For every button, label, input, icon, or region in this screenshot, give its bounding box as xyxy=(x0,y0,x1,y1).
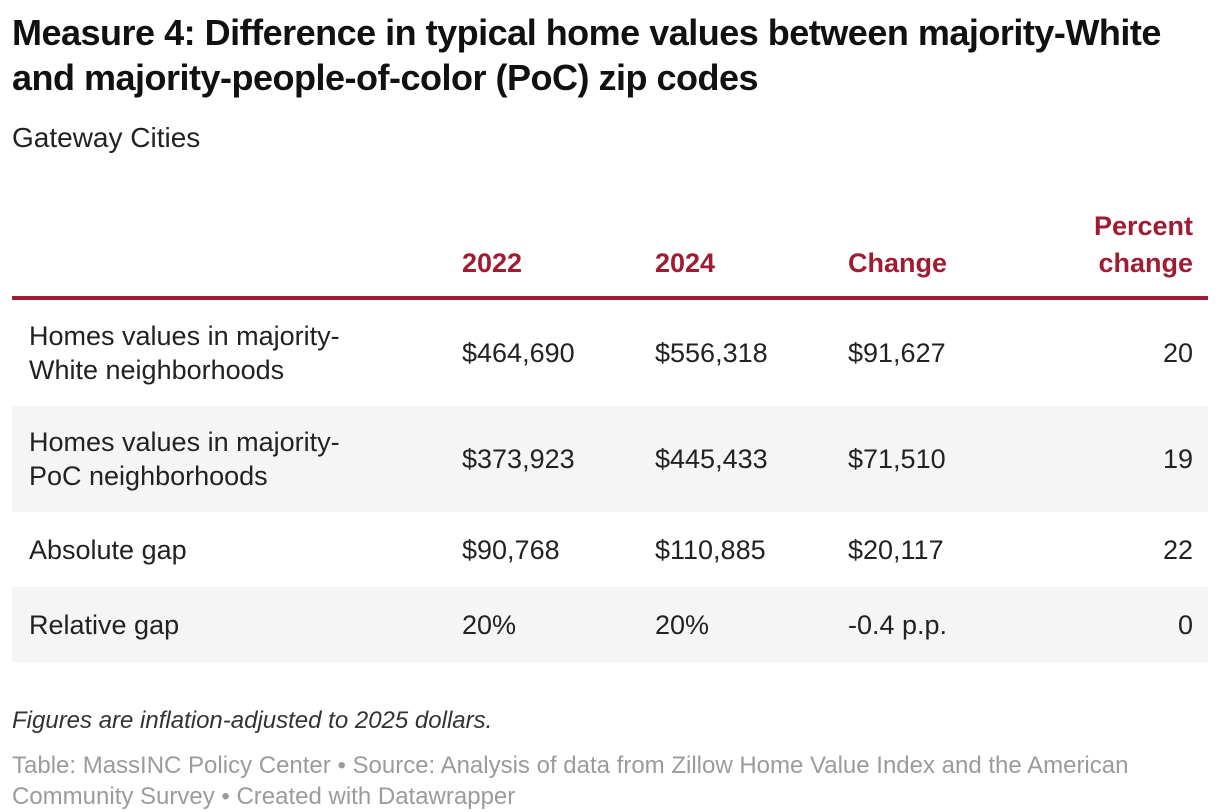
table-cell: $464,690 xyxy=(462,338,575,368)
table-cell: $373,923 xyxy=(462,444,575,474)
footer-note: Figures are inflation-adjusted to 2025 d… xyxy=(12,707,493,734)
attribution-line: Table: MassINC Policy Center • Source: A… xyxy=(12,752,1129,810)
table-cell: $90,768 xyxy=(462,534,560,565)
table-cell: 20 xyxy=(1162,338,1193,368)
table-cell: 19 xyxy=(1162,444,1193,474)
table-cell: 20% xyxy=(655,609,710,640)
row-label: Absolute gap xyxy=(29,534,187,565)
column-header-change: Change xyxy=(831,198,1024,300)
column-header-percent-change: Percent change xyxy=(1024,198,1208,300)
table-row: Relative gap 20% 20% -0.4 p.p. 0 xyxy=(12,587,1208,662)
data-table: 2022 2024 Change Percent change Homes va… xyxy=(12,198,1208,662)
table-cell: $110,885 xyxy=(655,534,766,565)
table-cell: $91,627 xyxy=(848,338,946,368)
table-row: Absolute gap $90,768 $110,885 $20,117 22 xyxy=(12,512,1208,587)
table-row: Homes values in majority-White neighborh… xyxy=(12,298,1208,406)
table-cell: $556,318 xyxy=(655,338,768,368)
row-label: Homes values in majority-White neighborh… xyxy=(29,321,340,385)
table-cell: 22 xyxy=(1162,534,1193,565)
table-cell: -0.4 p.p. xyxy=(848,609,948,640)
page-title: Measure 4: Difference in typical home va… xyxy=(12,12,1161,98)
table-cell: $445,433 xyxy=(655,444,768,474)
table-cell: $20,117 xyxy=(848,534,944,565)
column-header-label xyxy=(12,198,445,300)
table-row: Homes values in majority-PoC neighborhoo… xyxy=(12,406,1208,512)
table-cell: $71,510 xyxy=(848,444,946,474)
table-cell: 20% xyxy=(462,609,517,640)
table-header-row: 2022 2024 Change Percent change xyxy=(12,198,1208,300)
column-header-2024: 2024 xyxy=(638,198,831,300)
column-header-2022: 2022 xyxy=(445,198,638,300)
table-cell: 0 xyxy=(1177,609,1193,640)
row-label: Homes values in majority-PoC neighborhoo… xyxy=(29,427,340,491)
page-subtitle: Gateway Cities xyxy=(12,122,201,153)
row-label: Relative gap xyxy=(29,609,180,640)
